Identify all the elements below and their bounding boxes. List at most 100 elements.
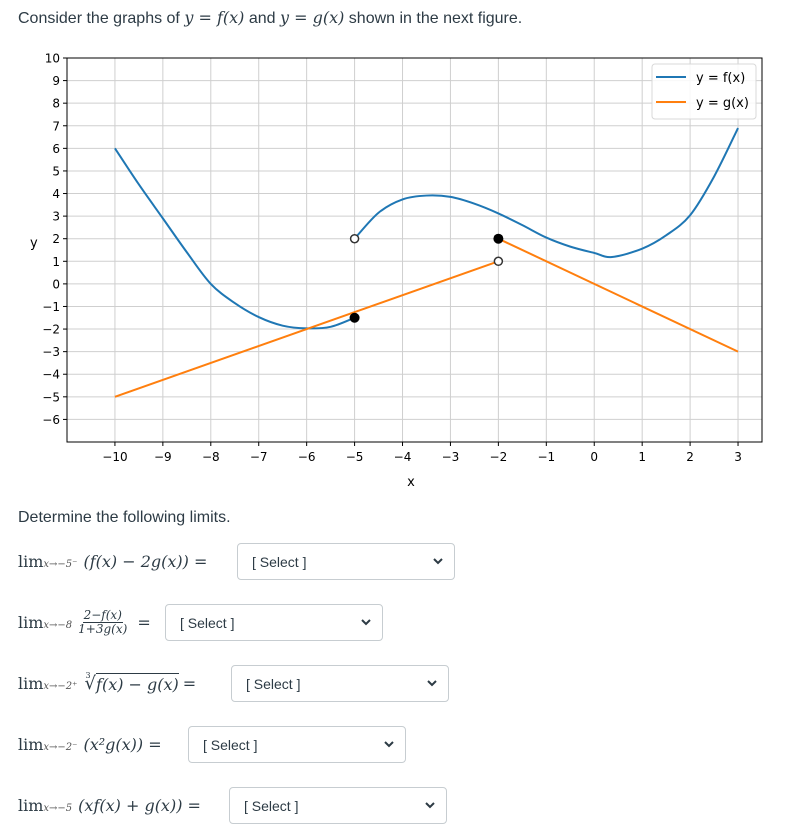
x-tick-label: 3 <box>734 450 742 464</box>
x-tick-label: −1 <box>537 450 555 464</box>
x-tick-label: −10 <box>102 450 127 464</box>
select-placeholder: [ Select ] <box>180 614 235 631</box>
select-placeholder: [ Select ] <box>203 736 258 753</box>
x-axis-label: x <box>407 475 415 490</box>
x-tick-label: −5 <box>346 450 364 464</box>
y-tick-label: 10 <box>45 52 60 66</box>
y-tick-label: 0 <box>52 277 60 291</box>
lim-word: lim <box>18 735 44 754</box>
answer-select-1[interactable]: [ Select ] <box>237 543 455 580</box>
question-5-expression: lim x→−5 (xf(x) + g(x)) = <box>18 796 201 815</box>
filled-point-marker <box>349 312 360 323</box>
chevron-down-icon <box>360 617 372 629</box>
filled-point-marker <box>493 233 504 244</box>
chevron-down-icon <box>432 556 444 568</box>
y-tick-label: 6 <box>52 142 60 156</box>
lim-subscript: x→−5⁻ <box>43 559 78 570</box>
radical-sign: √ <box>84 673 97 694</box>
y-tick-label: −2 <box>42 323 60 337</box>
legend-label-f: y = f(x) <box>696 71 745 86</box>
question-1-expression: lim x→−5⁻ (f(x) − 2g(x)) = <box>18 552 207 571</box>
x-tick-label: −9 <box>154 450 172 464</box>
plot-frame <box>66 57 763 443</box>
open-point-marker <box>349 233 360 244</box>
question-2: lim x→−8 2−f(x) 1+3g(x) = <box>18 604 155 641</box>
lim-subscript: x→−2⁺ <box>43 681 78 692</box>
grid-lines <box>67 57 762 442</box>
answer-select-3[interactable]: [ Select ] <box>231 665 449 702</box>
fraction-denominator: 1+3g(x) <box>78 622 128 636</box>
lim-word: lim <box>18 552 44 571</box>
curve-f <box>353 127 739 259</box>
answer-select-4[interactable]: [ Select ] <box>188 726 406 763</box>
x-tick-label: −4 <box>394 450 412 464</box>
chevron-down-icon <box>424 800 436 812</box>
x-tick-label: −3 <box>442 450 460 464</box>
select-placeholder: [ Select ] <box>246 675 301 692</box>
y-tick-label: 3 <box>52 210 60 224</box>
y-tick-label: −1 <box>42 300 60 314</box>
x-tick-label: −2 <box>490 450 508 464</box>
select-placeholder: [ Select ] <box>252 553 307 570</box>
y-tick-label: 1 <box>52 255 60 269</box>
answer-select-5[interactable]: [ Select ] <box>229 787 447 824</box>
answer-select-2[interactable]: [ Select ] <box>165 604 383 641</box>
y-tick-label: 8 <box>52 97 60 111</box>
equals-sign: = <box>182 674 197 693</box>
legend: y = f(x) y = g(x) <box>651 63 757 120</box>
limit-expression: (x²g(x)) = <box>83 735 162 754</box>
intro-eq-g: y = g(x) <box>279 8 345 27</box>
root-index: 3 <box>85 671 91 680</box>
x-tick-label: 2 <box>686 450 694 464</box>
question-2-expression: lim x→−8 2−f(x) 1+3g(x) = <box>18 609 155 636</box>
lim-word: lim <box>18 674 44 693</box>
intro-eq-f: y = f(x) <box>184 8 245 27</box>
question-4-expression: lim x→−2⁻ (x²g(x)) = <box>18 735 162 754</box>
legend-label-g: y = g(x) <box>696 96 749 111</box>
y-tick-label: 4 <box>52 187 60 201</box>
lim-word: lim <box>18 796 44 815</box>
y-tick-label: 2 <box>52 232 60 246</box>
open-point-marker <box>493 256 504 267</box>
question-1: lim x→−5⁻ (f(x) − 2g(x)) = <box>18 543 207 580</box>
x-tick-label: −8 <box>202 450 220 464</box>
x-tick-label: 1 <box>638 450 646 464</box>
intro-prefix: Consider the graphs of <box>18 10 185 27</box>
plot-series <box>114 127 739 398</box>
curve-f <box>114 147 355 330</box>
question-3-expression: lim x→−2⁺ 3 √ f(x) − g(x) = <box>18 671 200 694</box>
chevron-down-icon <box>383 739 395 751</box>
fraction: 2−f(x) 1+3g(x) <box>78 609 127 636</box>
lim-subscript: x→−5 <box>43 803 73 814</box>
lim-subscript: x→−2⁻ <box>43 742 78 753</box>
radicand: f(x) − g(x) <box>96 673 179 694</box>
y-tick-label: −3 <box>42 345 60 359</box>
limit-expression: (xf(x) + g(x)) = <box>78 796 201 815</box>
point-markers <box>349 233 504 323</box>
y-tick-label: 7 <box>52 119 60 133</box>
fraction-numerator: 2−f(x) <box>82 608 123 623</box>
intro-mid: and <box>244 10 280 27</box>
x-tick-label: −7 <box>250 450 268 464</box>
curve-g <box>114 260 499 398</box>
cube-root: 3 √ f(x) − g(x) <box>84 671 179 694</box>
x-tick-label: −6 <box>298 450 316 464</box>
equals-sign: = <box>137 613 151 632</box>
question-4: lim x→−2⁻ (x²g(x)) = <box>18 726 162 763</box>
lim-word: lim <box>18 613 44 632</box>
y-tick-label: 9 <box>52 74 60 88</box>
lim-subscript: x→−8 <box>43 620 73 631</box>
question-3: lim x→−2⁺ 3 √ f(x) − g(x) = <box>18 665 200 702</box>
y-tick-label: −4 <box>42 368 60 382</box>
intro-suffix: shown in the next figure. <box>344 10 523 27</box>
intro-text: Consider the graphs of y = f(x) and y = … <box>18 8 522 28</box>
y-tick-label: −5 <box>42 390 60 404</box>
axis-ticks: −10 −9 −8 −7 −6 −5 −4 −3 −2 −1 0 1 2 3109876543210−1−… <box>42 52 742 465</box>
limit-expression: (f(x) − 2g(x)) = <box>83 552 208 571</box>
curve-g <box>497 237 739 353</box>
y-axis-label: y <box>30 236 38 251</box>
graph-figure: −10 −9 −8 −7 −6 −5 −4 −3 −2 −1 0 1 2 3109876543210−1−… <box>30 52 763 490</box>
select-placeholder: [ Select ] <box>244 797 299 814</box>
y-tick-label: 5 <box>52 164 60 178</box>
x-tick-label: 0 <box>590 450 598 464</box>
